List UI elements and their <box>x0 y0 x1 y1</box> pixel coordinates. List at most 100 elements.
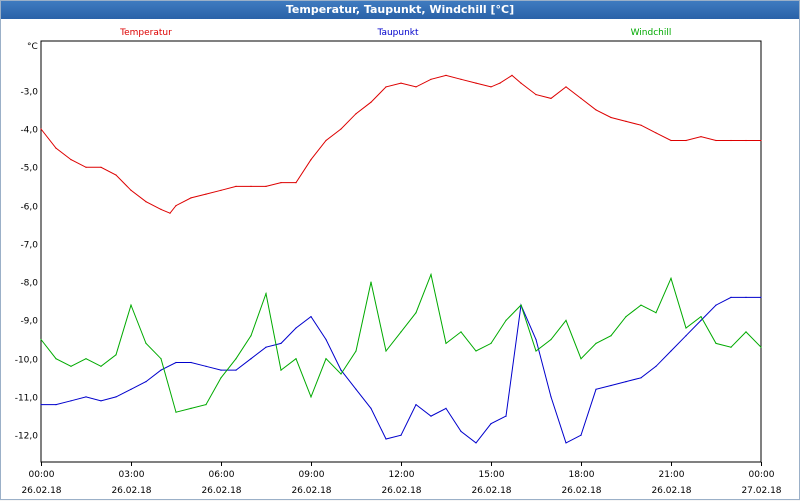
data-point-windchill <box>475 350 477 352</box>
data-point-windchill <box>610 335 612 337</box>
data-point-windchill <box>670 277 672 279</box>
data-point-temperatur <box>295 182 297 184</box>
data-point-taupunkt <box>100 400 102 402</box>
data-point-taupunkt <box>280 342 282 344</box>
data-point-temperatur <box>670 139 672 142</box>
data-point-temperatur <box>640 124 642 126</box>
y-tick-label: -6,0 <box>20 203 38 213</box>
data-point-taupunkt <box>610 384 612 387</box>
data-point-taupunkt <box>70 400 72 402</box>
data-point-taupunkt <box>595 388 597 390</box>
x-tick-time: 12:00 <box>389 470 415 480</box>
data-point-temperatur <box>730 139 732 142</box>
data-point-temperatur <box>499 82 501 84</box>
data-point-windchill <box>400 331 402 333</box>
data-point-temperatur <box>625 120 627 122</box>
data-point-temperatur <box>130 189 132 191</box>
data-point-windchill <box>505 319 507 321</box>
data-point-temperatur <box>550 97 552 99</box>
data-point-taupunkt <box>250 358 252 360</box>
x-tick-time: 03:00 <box>119 470 145 480</box>
x-tick-time: 18:00 <box>569 470 595 480</box>
data-point-windchill <box>310 396 312 398</box>
data-point-temperatur <box>610 116 612 119</box>
data-point-taupunkt <box>460 430 462 432</box>
x-tick-date: 26.02.18 <box>651 486 691 496</box>
data-point-taupunkt <box>145 381 147 383</box>
data-point-windchill <box>595 342 597 344</box>
data-point-taupunkt <box>85 396 87 398</box>
labels: -3,0 -4,0 -5,0 -6,0 -7,0 -8,0 -9,0 -10,0 -11,0 -1… <box>15 28 782 496</box>
data-point-temperatur <box>355 113 357 115</box>
data-point-temperatur <box>100 166 102 168</box>
data-point-temperatur <box>160 208 162 210</box>
data-point-windchill <box>355 350 357 352</box>
data-point-windchill <box>340 373 342 375</box>
data-point-taupunkt <box>400 434 402 436</box>
data-point-taupunkt <box>175 361 177 364</box>
data-point-windchill <box>295 358 297 360</box>
data-point-temperatur <box>325 139 327 142</box>
data-point-windchill <box>145 342 147 344</box>
data-point-taupunkt <box>130 388 132 390</box>
y-tick-label: -12,0 <box>15 432 39 442</box>
data-point-temperatur <box>490 86 492 88</box>
data-point-windchill <box>160 358 162 360</box>
data-point-taupunkt <box>580 434 582 436</box>
data-point-taupunkt <box>325 338 327 341</box>
data-point-taupunkt <box>235 369 237 371</box>
data-point-windchill <box>40 338 42 341</box>
x-tick-date: 26.02.18 <box>471 486 511 496</box>
data-point-temperatur <box>115 174 117 176</box>
data-point-taupunkt <box>685 335 687 337</box>
legend-taupunkt: Taupunkt <box>376 28 419 38</box>
x-tick-date: 26.02.18 <box>21 486 61 496</box>
data-point-taupunkt <box>625 381 627 383</box>
data-point-windchill <box>100 365 102 367</box>
data-point-windchill <box>625 316 627 318</box>
data-point-windchill <box>730 346 732 348</box>
data-point-temperatur <box>760 139 762 142</box>
data-point-windchill <box>235 358 237 360</box>
data-point-taupunkt <box>55 404 57 406</box>
data-point-windchill <box>685 327 687 329</box>
data-point-taupunkt <box>700 319 702 321</box>
data-point-taupunkt <box>565 442 567 444</box>
data-point-windchill <box>415 312 417 314</box>
data-point-windchill <box>430 273 432 276</box>
data-point-windchill <box>550 338 552 341</box>
data-point-temperatur <box>715 139 717 142</box>
data-point-temperatur <box>460 78 462 80</box>
y-tick-label: -8,0 <box>20 279 38 289</box>
data-point-taupunkt <box>745 296 747 298</box>
data-point-taupunkt <box>40 404 42 406</box>
data-point-taupunkt <box>640 377 642 379</box>
y-tick-label: -9,0 <box>20 317 38 327</box>
y-tick-label: -3,0 <box>20 88 38 98</box>
data-point-taupunkt <box>355 388 357 390</box>
y-axis-unit: °C <box>27 42 38 52</box>
data-point-taupunkt <box>190 361 192 364</box>
data-point-taupunkt <box>760 296 762 298</box>
data-point-taupunkt <box>715 304 717 306</box>
data-point-windchill <box>490 342 492 344</box>
plot-area <box>40 40 762 463</box>
data-point-windchill <box>280 369 282 371</box>
data-point-windchill <box>700 316 702 318</box>
data-point-taupunkt <box>670 350 672 352</box>
x-tick-date: 26.02.18 <box>111 486 151 496</box>
data-point-windchill <box>175 411 177 413</box>
data-point-windchill <box>760 346 762 348</box>
data-point-temperatur <box>520 82 522 84</box>
data-point-taupunkt <box>550 396 552 398</box>
data-point-windchill <box>715 342 717 344</box>
series-lines <box>40 74 762 444</box>
x-tick-time: 09:00 <box>299 470 325 480</box>
data-point-temperatur <box>535 94 537 96</box>
legend-windchill: Windchill <box>631 28 672 38</box>
data-point-temperatur <box>511 74 513 76</box>
data-point-windchill <box>460 331 462 333</box>
data-point-temperatur <box>370 101 372 103</box>
